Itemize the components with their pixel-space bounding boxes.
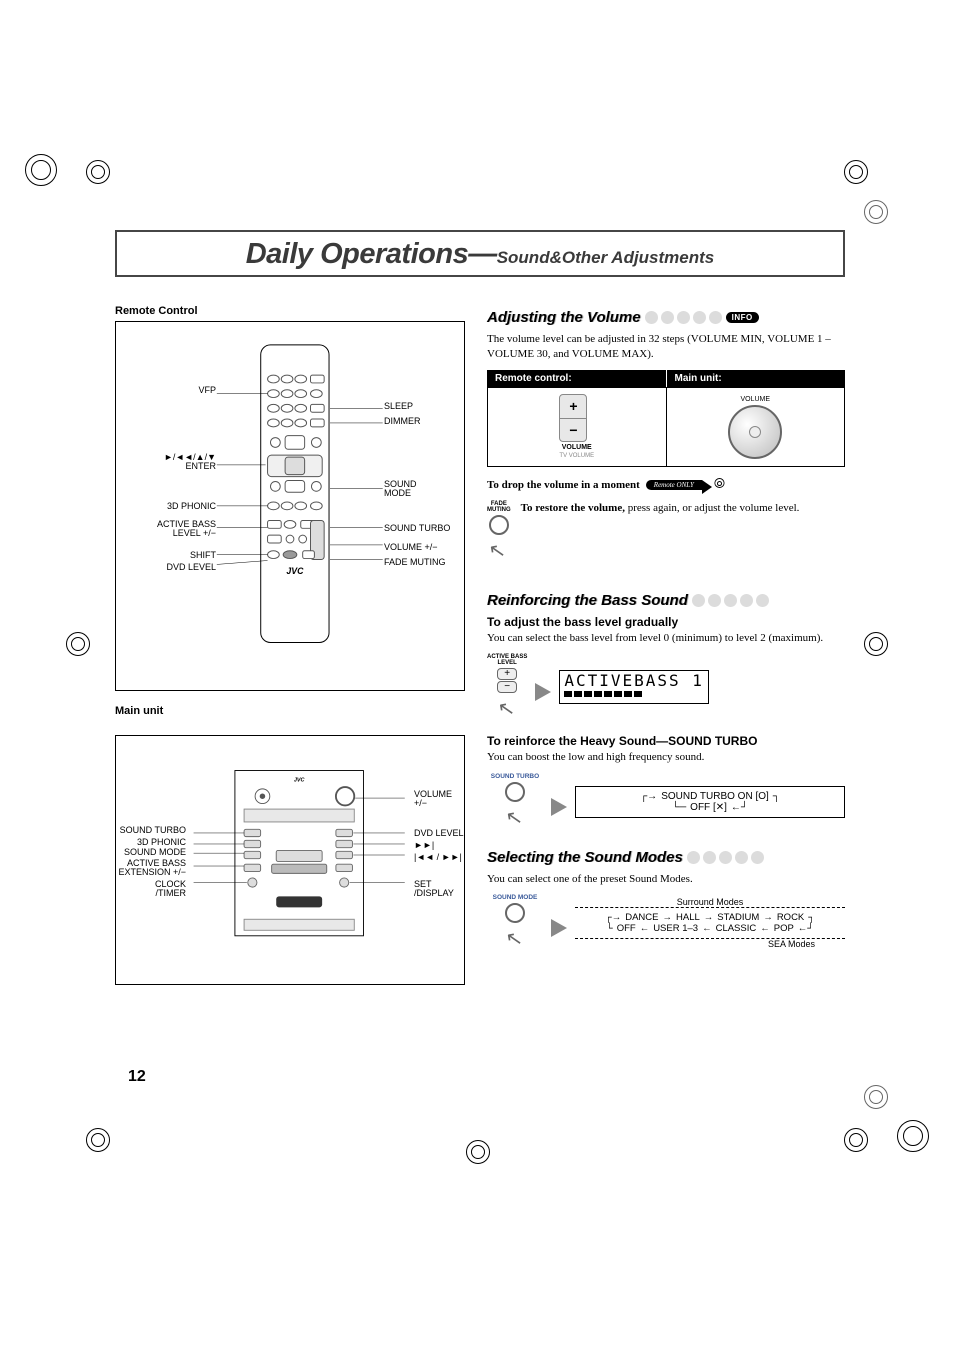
vol-plus: +	[560, 395, 586, 419]
page-content: Daily Operations—Sound&Other Adjustments…	[115, 230, 845, 985]
tvvol-label: TV VOLUME	[559, 453, 594, 459]
section2-title: Reinforcing the Bass Sound	[487, 592, 688, 609]
decorative-dots	[645, 311, 722, 324]
svg-text:JVC: JVC	[294, 778, 306, 784]
vol-minus: −	[560, 419, 586, 442]
arrow-icon	[535, 683, 551, 701]
print-mark	[25, 154, 57, 186]
section3-title: Selecting the Sound Modes	[487, 849, 683, 866]
strip-remote: Remote control:	[487, 370, 667, 387]
section2-sub1: To adjust the bass level gradually	[487, 615, 845, 629]
restore-text: To restore the volume, press again, or a…	[521, 501, 800, 564]
active-bass-button: ACTIVE BASS LEVEL +− ↘	[487, 654, 527, 720]
sound-mode-cycle-wrap: Surround Modes ┌→DANCE→HALL→STADIUM→ROCK…	[575, 897, 845, 949]
info-badge: INFO	[726, 312, 759, 323]
sound-mode-cycle: ┌→DANCE→HALL→STADIUM→ROCK┐ └OFF←USER 1–3…	[575, 907, 845, 939]
page-title-bar: Daily Operations—Sound&Other Adjustments	[115, 230, 845, 277]
remote-control-diagram: JVC	[115, 321, 465, 691]
drop-volume-row: To drop the volume in a moment Remote ON…	[487, 477, 845, 493]
remote-vol-buttons: + − VOLUME TV VOLUME	[488, 388, 667, 466]
print-mark	[66, 632, 90, 656]
mu-soundturbo: SOUND TURBO	[114, 826, 186, 835]
callout-soundmode: SOUND MODE	[384, 480, 417, 499]
mu-skipback: |◄◄ / ►►|	[414, 853, 462, 862]
volume-dial	[728, 405, 782, 459]
left-column: Remote Control	[115, 305, 465, 985]
callout-fademuting: FADE MUTING	[384, 558, 446, 567]
sea-label: SEA Modes	[575, 939, 845, 949]
section2-body1: You can select the bass level from level…	[487, 631, 845, 646]
fade-muting-button: FADE MUTING ↘	[487, 501, 511, 564]
page-number: 12	[128, 1068, 146, 1086]
callout-volume: VOLUME +/−	[384, 543, 438, 552]
mu-dvdlevel: DVD LEVEL	[414, 829, 464, 838]
page-title-main: Daily Operations—	[246, 238, 497, 270]
svg-text:JVC: JVC	[286, 566, 304, 576]
sound-turbo-button: SOUND TURBO ↘	[487, 773, 543, 831]
sound-turbo-row: SOUND TURBO ↘ ┌→SOUND TURBO ON [O]┐ └─OF…	[487, 773, 845, 831]
mu-setdisplay: SET /DISPLAY	[414, 880, 454, 899]
mainunit-vol-dial: VOLUME	[667, 388, 845, 466]
mu-soundmode: SOUND MODE	[114, 848, 186, 857]
print-mark	[864, 632, 888, 656]
remote-only-badge: Remote ONLY	[646, 480, 702, 490]
page-title-sub: Sound&Other Adjustments	[497, 248, 715, 267]
main-unit-diagram: JVC	[115, 735, 465, 985]
print-mark	[897, 1120, 929, 1152]
bass-level-row: ACTIVE BASS LEVEL +− ↘ ACTIVEBASS 1	[487, 654, 845, 720]
arrow-icon	[551, 798, 567, 816]
mu-clock: CLOCK /TIMER	[136, 880, 186, 899]
right-column: Adjusting the Volume INFO The volume lev…	[487, 305, 845, 985]
print-mark	[466, 1140, 490, 1164]
surround-label: Surround Modes	[575, 897, 845, 907]
sound-mode-button: SOUND MODE ↘	[487, 894, 543, 952]
callout-dvdlevel: DVD LEVEL	[154, 563, 216, 572]
section-bass: Reinforcing the Bass Sound	[487, 592, 845, 609]
lcd-display: ACTIVEBASS 1	[559, 670, 709, 704]
callout-activebass: ACTIVE BASS LEVEL +/−	[140, 520, 216, 539]
dial-label: VOLUME	[728, 396, 782, 403]
callout-3dphonic: 3D PHONIC	[154, 502, 216, 511]
callout-sleep: SLEEP	[384, 402, 413, 411]
callout-enter: ►/◄◄/▲/▼ ENTER	[154, 453, 216, 472]
main-unit-label: Main unit	[115, 705, 465, 717]
sound-mode-row: SOUND MODE ↘ Surround Modes ┌→DANCE→HALL…	[487, 894, 845, 952]
turbo-cycle: ┌→SOUND TURBO ON [O]┐ └─OFF [✕]←┘	[575, 786, 845, 818]
decorative-dots	[692, 594, 769, 607]
print-mark	[86, 160, 110, 184]
arrow-icon	[551, 919, 567, 937]
section3-body: You can select one of the preset Sound M…	[487, 872, 845, 887]
mu-skipfwd: ►►|	[414, 841, 434, 850]
remote-control-label: Remote Control	[115, 305, 465, 317]
section1-title: Adjusting the Volume	[487, 309, 641, 326]
mu-activebass: ACTIVE BASS EXTENSION +/−	[108, 859, 186, 878]
section2-sub2: To reinforce the Heavy Sound—SOUND TURBO	[487, 734, 845, 748]
print-mark	[864, 200, 888, 224]
restore-row: FADE MUTING ↘ To restore the volume, pre…	[487, 501, 845, 564]
print-mark	[864, 1085, 888, 1109]
callout-dimmer: DIMMER	[384, 417, 421, 426]
volume-rocker: + −	[559, 394, 587, 442]
section-adjusting-volume: Adjusting the Volume INFO	[487, 309, 845, 326]
mu-volume: VOLUME +/−	[414, 790, 452, 809]
print-mark	[86, 1128, 110, 1152]
vol-label: VOLUME	[559, 444, 594, 451]
callout-soundturbo: SOUND TURBO	[384, 524, 450, 533]
drop-volume-text: To drop the volume in a moment	[487, 479, 640, 491]
print-mark	[844, 1128, 868, 1152]
callout-shift: SHIFT	[176, 551, 216, 560]
callout-vfp: VFP	[176, 386, 216, 395]
control-strip-header: Remote control: Main unit:	[487, 370, 845, 387]
section1-body: The volume level can be adjusted in 32 s…	[487, 332, 845, 362]
print-mark	[844, 160, 868, 184]
section2-body2: You can boost the low and high frequency…	[487, 750, 845, 765]
decorative-dots	[687, 851, 764, 864]
section-sound-modes: Selecting the Sound Modes	[487, 849, 845, 866]
strip-mainunit: Main unit:	[667, 370, 846, 387]
control-panel: + − VOLUME TV VOLUME VOLUME	[487, 387, 845, 467]
